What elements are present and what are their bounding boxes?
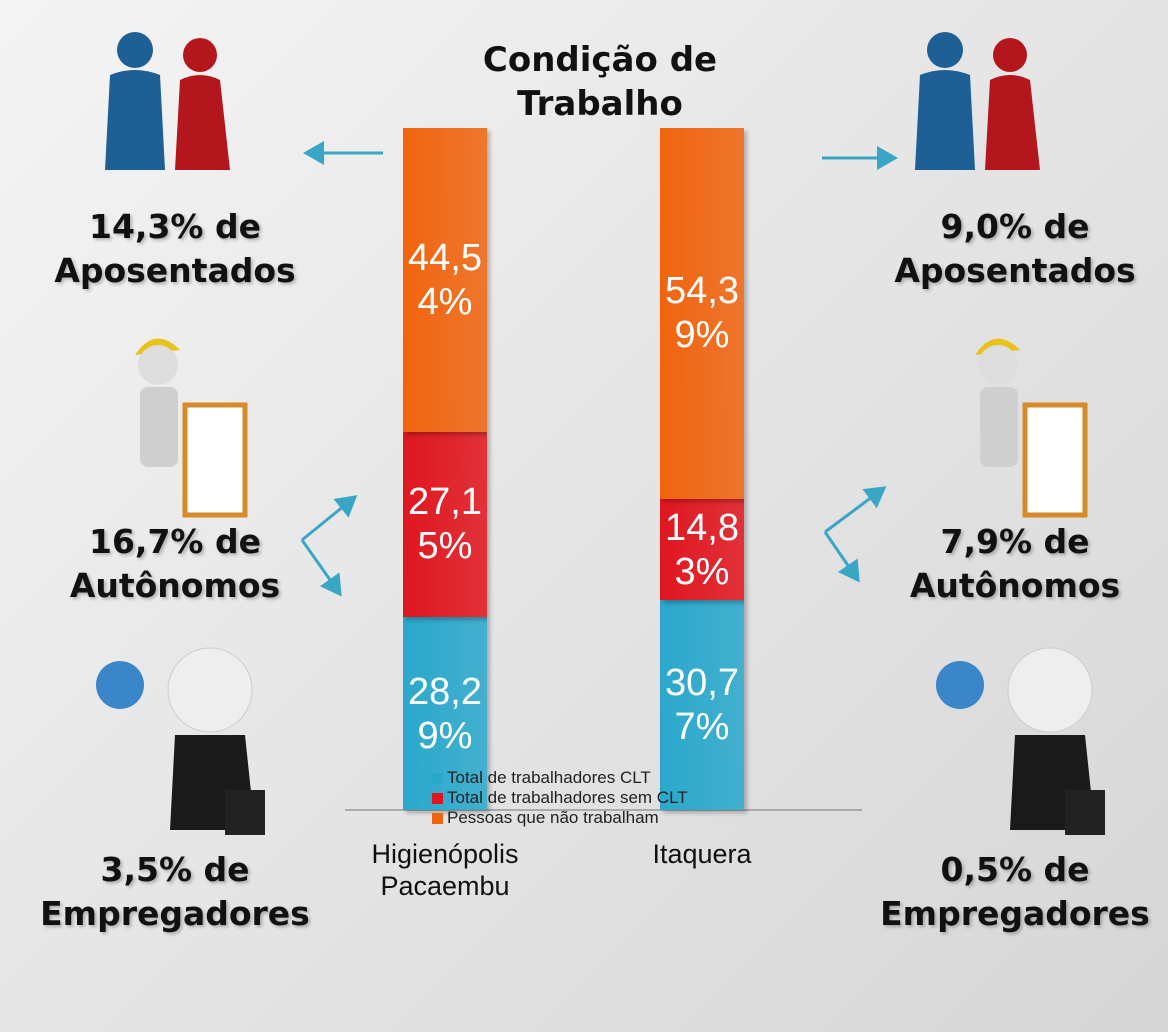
value-label: 28,29% bbox=[408, 670, 482, 757]
bar-segment: 30,77% bbox=[660, 600, 744, 810]
chart-title: Condição de Trabalho bbox=[482, 40, 718, 124]
legend-entry: Pessoas que não trabalham bbox=[432, 808, 659, 828]
legend-label: Total de trabalhadores CLT bbox=[447, 768, 651, 787]
annotation: 0,5% de Empregadores bbox=[880, 850, 1150, 933]
legend-label: Pessoas que não trabalham bbox=[447, 808, 659, 827]
arrows bbox=[300, 141, 898, 597]
bar-segment: 14,83% bbox=[660, 498, 744, 601]
annotation: 3,5% de Empregadores bbox=[40, 850, 310, 933]
value-label: 44,54% bbox=[408, 236, 482, 323]
legend-swatch bbox=[432, 812, 443, 824]
annotation: 16,7% de Autônomos bbox=[69, 522, 281, 605]
legend-entry: Total de trabalhadores sem CLT bbox=[432, 788, 688, 808]
legend-swatch bbox=[432, 792, 443, 804]
bar-segment: 44,54% bbox=[403, 128, 487, 432]
x-tick-label: Higienópolis Pacaembu bbox=[371, 839, 519, 901]
legend-swatch bbox=[432, 772, 443, 784]
annotation: 9,0% de Aposentados bbox=[894, 207, 1136, 290]
value-label: 14,83% bbox=[665, 506, 739, 593]
value-label: 54,39% bbox=[665, 270, 739, 357]
bar-segment: 54,39% bbox=[660, 128, 744, 499]
annotation: 14,3% de Aposentados bbox=[54, 207, 296, 290]
bar-segment: 28,29% bbox=[403, 617, 487, 810]
value-label: 30,77% bbox=[665, 662, 739, 749]
bar-segment: 27,15% bbox=[403, 431, 487, 617]
legend-entry: Total de trabalhadores CLT bbox=[432, 768, 651, 788]
legend-label: Total de trabalhadores sem CLT bbox=[447, 788, 688, 807]
value-label: 27,15% bbox=[408, 481, 482, 568]
annotation: 7,9% de Autônomos bbox=[909, 522, 1121, 605]
x-tick-label: Itaquera bbox=[652, 839, 752, 869]
icons bbox=[96, 32, 1105, 835]
